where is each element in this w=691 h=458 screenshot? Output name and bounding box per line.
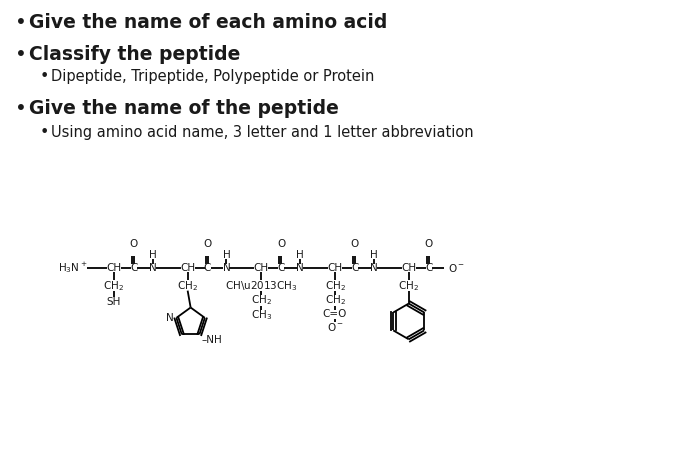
Text: O: O: [130, 239, 138, 249]
Text: $\mathregular{CH_3}$: $\mathregular{CH_3}$: [251, 309, 272, 322]
Text: CH: CH: [401, 263, 416, 273]
Text: –NH: –NH: [201, 335, 222, 345]
Text: C: C: [278, 263, 285, 273]
Text: $\mathregular{CH_2}$: $\mathregular{CH_2}$: [104, 279, 124, 293]
Text: O: O: [351, 239, 359, 249]
Text: •: •: [39, 69, 48, 84]
Text: O: O: [277, 239, 285, 249]
Text: •: •: [15, 45, 27, 64]
Text: C: C: [204, 263, 211, 273]
Text: N: N: [166, 313, 173, 323]
Text: Give the name of each amino acid: Give the name of each amino acid: [29, 13, 388, 33]
Text: $\mathregular{CH_2}$: $\mathregular{CH_2}$: [325, 279, 346, 293]
Text: •: •: [15, 13, 27, 33]
Text: N: N: [149, 263, 157, 273]
Text: CH: CH: [328, 263, 343, 273]
Text: SH: SH: [106, 297, 121, 306]
Text: $\mathregular{CH_2}$: $\mathregular{CH_2}$: [251, 294, 272, 307]
Text: C: C: [130, 263, 138, 273]
Text: $\mathregular{CH_2}$: $\mathregular{CH_2}$: [325, 294, 346, 307]
Text: CH: CH: [180, 263, 195, 273]
Text: N: N: [296, 263, 304, 273]
Text: H: H: [223, 250, 230, 260]
Text: Using amino acid name, 3 letter and 1 letter abbreviation: Using amino acid name, 3 letter and 1 le…: [51, 125, 474, 140]
Text: H: H: [296, 250, 304, 260]
Text: $\mathregular{CH_2}$: $\mathregular{CH_2}$: [177, 279, 198, 293]
Text: O$^-$: O$^-$: [327, 322, 343, 333]
Text: •: •: [15, 99, 27, 118]
Text: CH: CH: [254, 263, 269, 273]
Text: N: N: [223, 263, 230, 273]
Text: Classify the peptide: Classify the peptide: [29, 45, 240, 64]
Text: Give the name of the peptide: Give the name of the peptide: [29, 99, 339, 118]
Text: CH: CH: [106, 263, 122, 273]
Text: O$^-$: O$^-$: [448, 262, 464, 274]
Text: $\mathregular{CH_2}$: $\mathregular{CH_2}$: [398, 279, 419, 293]
Text: O: O: [424, 239, 433, 249]
Text: H: H: [149, 250, 157, 260]
Text: C: C: [425, 263, 433, 273]
Text: •: •: [39, 125, 48, 140]
Text: O: O: [203, 239, 211, 249]
Text: CH\u2013CH$_3$: CH\u2013CH$_3$: [225, 279, 298, 293]
Text: C: C: [351, 263, 359, 273]
Text: Dipeptide, Tripeptide, Polypeptide or Protein: Dipeptide, Tripeptide, Polypeptide or Pr…: [51, 69, 375, 84]
Text: C=O: C=O: [323, 310, 348, 320]
Text: $\mathregular{H_3N^+}$: $\mathregular{H_3N^+}$: [58, 260, 88, 275]
Text: N: N: [370, 263, 378, 273]
Text: H: H: [370, 250, 378, 260]
